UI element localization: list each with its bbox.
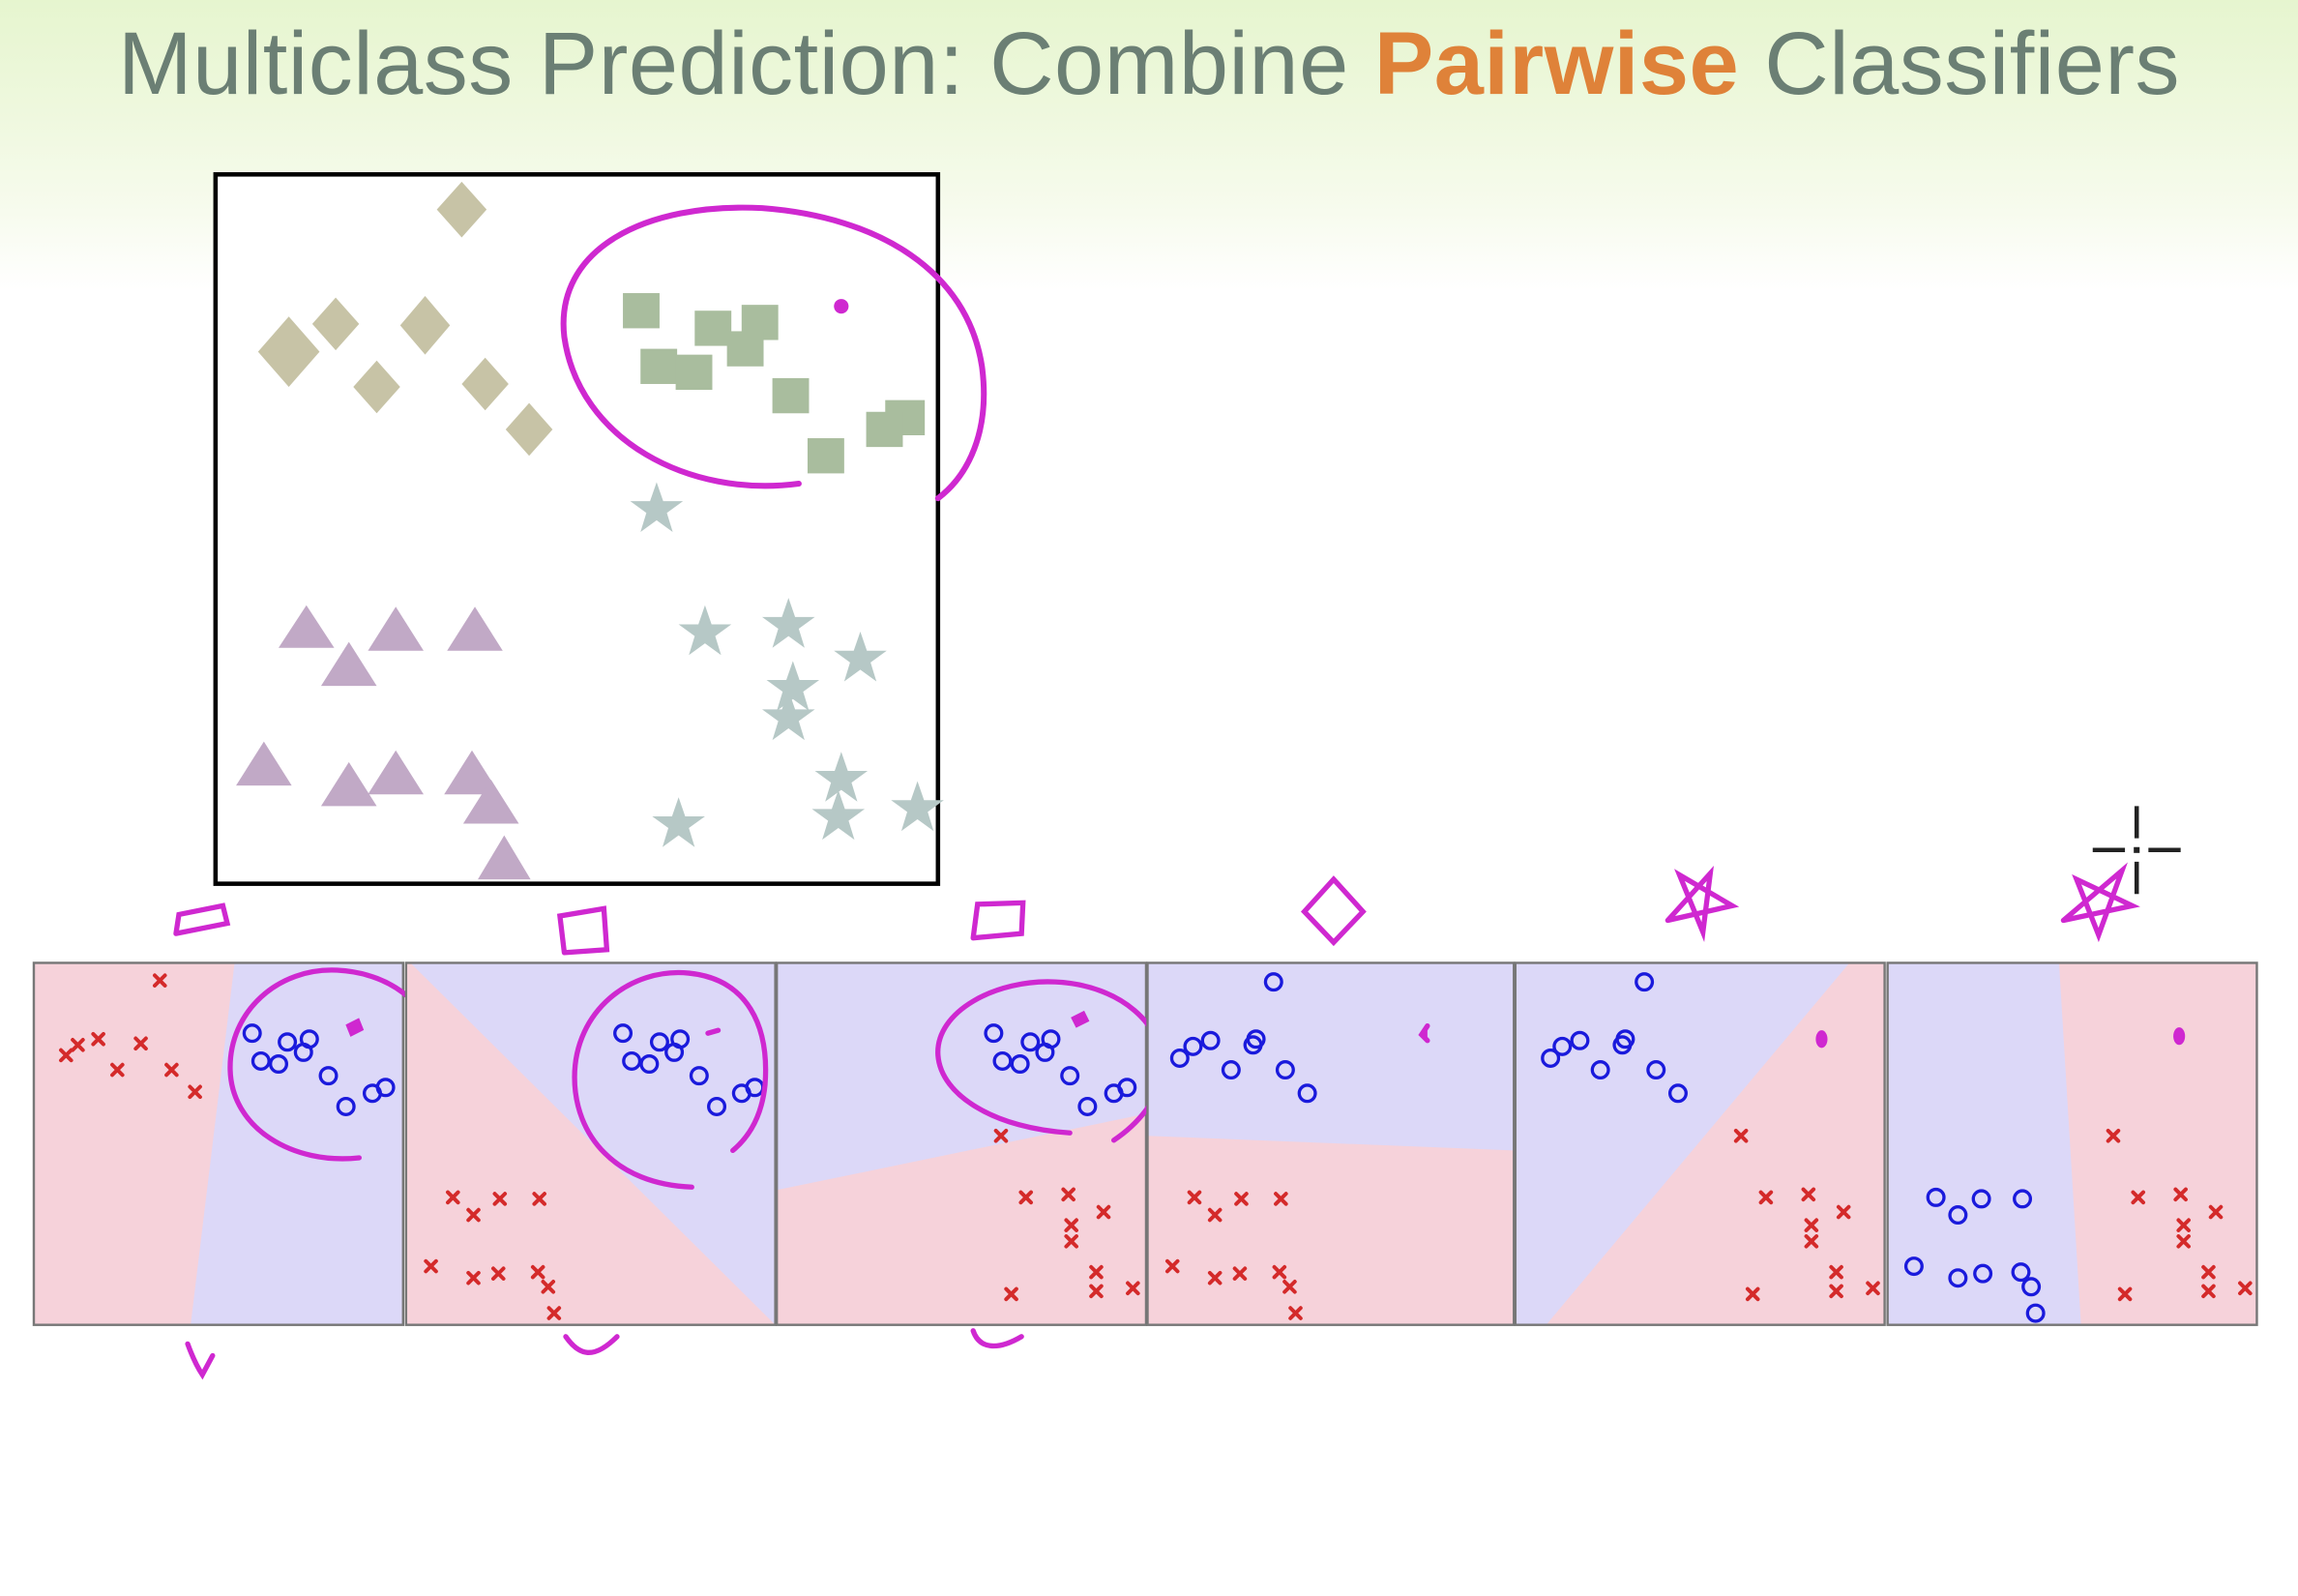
triangle-icon [320,641,377,687]
pairwise-panel-6 [1886,862,2258,1326]
triangle-class-points [236,605,531,880]
star-class-points [630,482,944,847]
star-icon [678,605,732,656]
square-icon [694,310,732,346]
square-icon [623,293,660,329]
square-icon [772,377,810,414]
triangle-icon [236,741,292,786]
triangle-icon [447,606,503,651]
square-icon [726,331,764,367]
region-blue [1515,962,1850,1325]
triangle-icon [368,750,424,795]
scatter-frame [213,172,941,886]
annotation-panel-2 [556,905,769,1355]
annotation-main [560,204,987,502]
region-blue [1887,962,2081,1325]
star-icon [762,690,815,741]
region-blue [191,962,403,1325]
title-accent: Pairwise [1373,15,1740,113]
pairwise-panel-3 [775,900,1165,1349]
diamond-icon [505,402,553,457]
star-icon [2060,862,2140,943]
square-icon [675,354,713,391]
pairwise-panel-1 [32,902,437,1380]
annotation-panel-6 [2060,862,2186,1046]
diamond-icon [436,181,487,238]
pairwise-panel-4 [1146,875,1516,1326]
star-icon [814,752,869,802]
triangle-icon [368,606,424,651]
slide-title: Multiclass Prediction: Combine Pairwise … [0,14,2298,115]
multiclass-scatter [213,172,987,886]
triangle-icon [279,605,335,648]
annotation-panel-5 [1665,866,1828,1049]
pairwise-panel-2 [404,905,777,1355]
star-icon [766,661,820,711]
title-pre: Multiclass Prediction: Combine [117,15,1374,113]
triangle-icon [320,761,377,807]
square-class-points [623,293,926,474]
annotation-panel-4 [1300,875,1430,1044]
star-icon [762,598,815,648]
annotation-dot [834,299,849,314]
star-icon [834,632,887,682]
triangle-icon [462,780,519,824]
star-icon [891,781,944,832]
title-post: Classifiers [1739,15,2181,113]
square-icon [807,438,844,474]
star-icon [811,789,866,841]
star-icon [630,482,684,532]
region-blue [777,962,1146,1191]
crosshair-cursor-icon [2092,806,2181,895]
triangle-icon [444,750,500,795]
annotation-ellipse [560,204,987,502]
diamond-icon [353,360,400,414]
diamond-icon [399,296,451,355]
triangle-icon [478,835,531,880]
pairwise-panel-5 [1514,866,1886,1326]
star-icon [652,797,705,847]
square-icon [866,411,903,448]
square-icon [640,348,678,384]
star-icon [1665,866,1740,942]
region-blue [1147,962,1515,1151]
